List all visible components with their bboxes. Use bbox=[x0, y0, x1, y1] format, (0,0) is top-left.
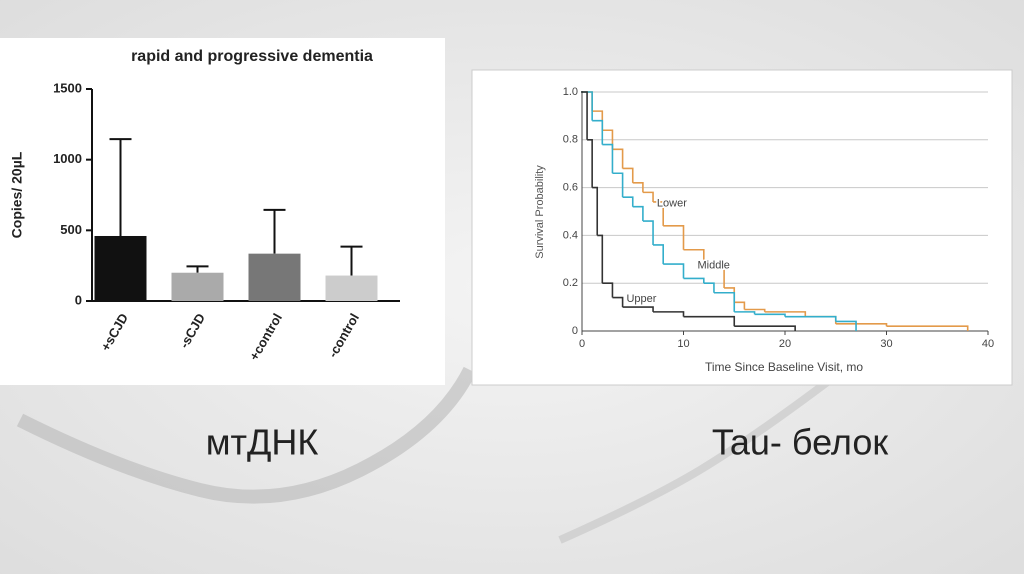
survival-step bbox=[683, 248, 705, 269]
y-tick-label: 0.6 bbox=[563, 182, 578, 194]
survival-step bbox=[663, 225, 685, 250]
y-tick-label: 1.0 bbox=[563, 86, 578, 98]
survival-step bbox=[835, 320, 857, 331]
x-axis-label: Time Since Baseline Visit, mo bbox=[705, 360, 863, 374]
y-axis-label: Survival Probability bbox=[534, 165, 546, 259]
survival-step bbox=[683, 315, 736, 327]
y-tick-label: 0.2 bbox=[563, 277, 578, 289]
chart-panel bbox=[0, 38, 445, 385]
survival-step bbox=[612, 172, 624, 198]
bar bbox=[94, 235, 147, 301]
survival-step bbox=[597, 234, 604, 284]
decoration bbox=[16, 366, 477, 504]
series-label: Lower bbox=[657, 197, 687, 209]
x-tick-label: 0 bbox=[579, 338, 585, 350]
survival-step bbox=[587, 139, 593, 188]
survival-step bbox=[653, 201, 664, 226]
survival-step bbox=[642, 191, 654, 202]
survival-step bbox=[785, 315, 837, 322]
survival-step bbox=[592, 119, 604, 145]
survival-step bbox=[653, 311, 685, 317]
survival-step bbox=[734, 301, 746, 310]
survival-step bbox=[886, 325, 969, 331]
x-tick-label: 30 bbox=[880, 338, 892, 350]
survival-step bbox=[683, 277, 705, 284]
survival-step bbox=[622, 196, 634, 207]
survival-step bbox=[612, 148, 624, 169]
caption: Tau- белок bbox=[712, 422, 889, 463]
y-tick-label: 0 bbox=[572, 325, 578, 337]
y-tick-label: 500 bbox=[60, 222, 82, 237]
survival-step bbox=[622, 167, 634, 183]
y-axis-label: Copies/ 20µL bbox=[9, 151, 25, 238]
survival-step bbox=[764, 311, 807, 317]
survival-step bbox=[632, 205, 644, 222]
survival-step bbox=[582, 91, 588, 140]
chart-title: rapid and progressive dementia bbox=[131, 48, 373, 65]
x-tick-label: 40 bbox=[982, 338, 994, 350]
survival-step bbox=[734, 325, 796, 331]
survival-step bbox=[612, 296, 624, 308]
series-label: Middle bbox=[698, 260, 730, 272]
bar bbox=[248, 253, 301, 301]
survival-step bbox=[632, 182, 644, 193]
y-tick-label: 0.4 bbox=[563, 229, 578, 241]
survival-step bbox=[642, 220, 654, 245]
survival-step bbox=[602, 129, 614, 150]
y-tick-label: 0.8 bbox=[563, 134, 578, 146]
survival-step bbox=[592, 186, 599, 236]
caption: мтДНК bbox=[206, 422, 319, 463]
survival-step bbox=[653, 244, 664, 265]
survival-step bbox=[602, 282, 614, 298]
series-label: Upper bbox=[626, 293, 656, 305]
bar bbox=[171, 272, 224, 301]
y-tick-label: 0 bbox=[75, 292, 82, 307]
survival-step bbox=[663, 263, 685, 279]
survival-step bbox=[602, 143, 614, 174]
y-tick-label: 1000 bbox=[53, 151, 82, 166]
bar bbox=[325, 275, 378, 301]
y-tick-label: 1500 bbox=[53, 80, 82, 95]
chart-panel bbox=[471, 69, 1013, 386]
x-tick-label: 20 bbox=[779, 338, 791, 350]
survival-step bbox=[713, 291, 736, 312]
survival-step bbox=[622, 306, 654, 312]
survival-step bbox=[703, 268, 725, 288]
survival-step bbox=[703, 282, 715, 293]
decoration bbox=[558, 376, 833, 544]
x-tick-label: 10 bbox=[677, 338, 689, 350]
